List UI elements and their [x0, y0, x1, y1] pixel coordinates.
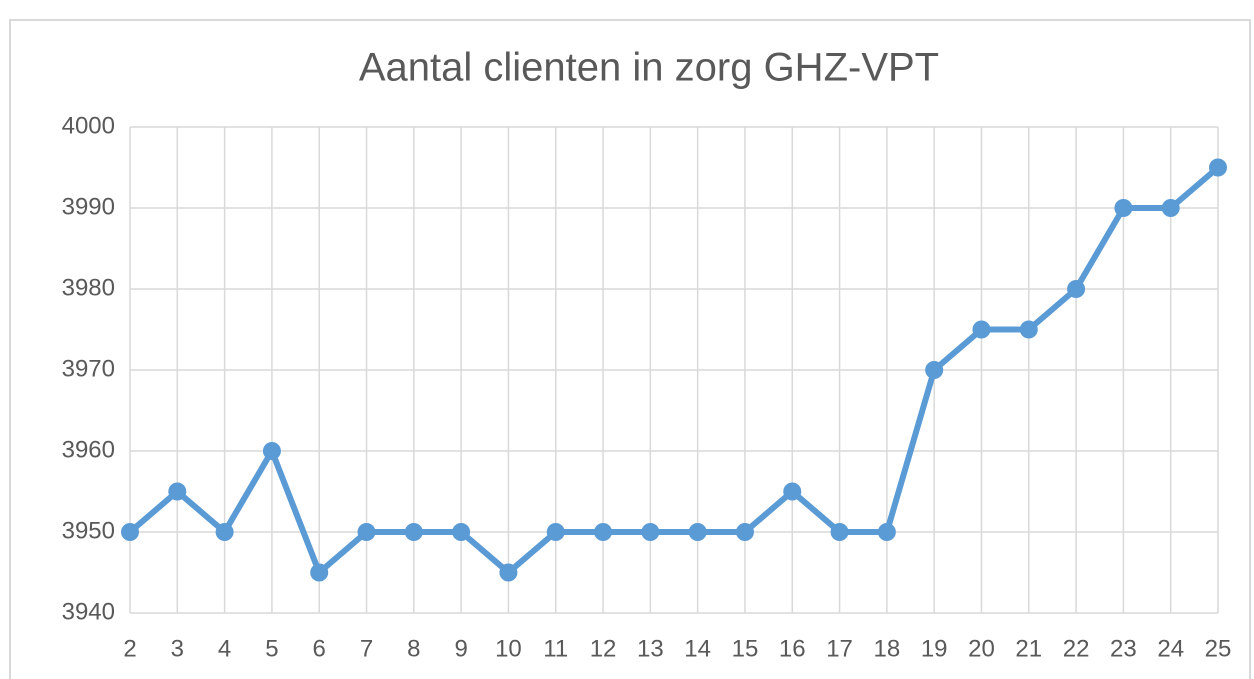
- x-tick-label: 9: [454, 635, 467, 662]
- data-point: [925, 361, 944, 379]
- data-point: [688, 523, 707, 541]
- data-point: [594, 523, 613, 541]
- data-point: [121, 523, 139, 541]
- y-tick-label: 3940: [62, 598, 115, 625]
- x-tick-label: 13: [637, 635, 664, 662]
- chart-title: Aantal clienten in zorg GHZ-VPT: [359, 46, 939, 90]
- x-tick-label: 22: [1063, 635, 1090, 662]
- x-tick-label: 4: [218, 635, 231, 662]
- x-tick-label: 15: [732, 635, 759, 662]
- data-point: [452, 523, 471, 541]
- data-point: [1209, 158, 1227, 177]
- data-point: [1161, 199, 1180, 217]
- x-tick-label: 25: [1205, 635, 1232, 662]
- y-tick-label: 3960: [62, 436, 115, 463]
- data-point: [262, 442, 281, 460]
- x-tick-label: 24: [1157, 635, 1184, 662]
- x-tick-label: 5: [265, 635, 278, 662]
- x-tick-label: 16: [779, 635, 806, 662]
- x-tick-label: 11: [543, 635, 568, 662]
- x-tick-label: 14: [684, 635, 711, 662]
- data-point: [1114, 199, 1133, 217]
- x-tick-label: 2: [123, 635, 136, 662]
- x-tick-label: 23: [1110, 635, 1137, 662]
- data-point: [783, 482, 802, 501]
- y-tick-label: 3970: [62, 355, 115, 382]
- x-tick-label: 10: [495, 635, 522, 662]
- x-tick-label: 18: [874, 635, 901, 662]
- x-tick-label: 21: [1015, 635, 1042, 662]
- data-point: [735, 523, 754, 541]
- data-point: [972, 320, 991, 339]
- x-tick-label: 8: [407, 635, 420, 662]
- data-point: [877, 523, 896, 541]
- x-tick-label: 7: [360, 635, 373, 662]
- data-point: [546, 523, 565, 541]
- x-tick-label: 19: [921, 635, 948, 662]
- data-point: [310, 563, 329, 582]
- chart-frame: [9, 19, 1251, 679]
- y-tick-label: 4000: [62, 112, 115, 139]
- data-point: [1019, 320, 1038, 339]
- y-tick-label: 3980: [62, 274, 115, 301]
- x-tick-label: 3: [171, 635, 184, 662]
- data-point: [499, 563, 518, 582]
- data-point: [1067, 280, 1086, 298]
- data-point: [215, 523, 234, 541]
- x-tick-label: 20: [968, 635, 995, 662]
- y-tick-label: 3950: [62, 517, 115, 544]
- x-tick-label: 6: [313, 635, 326, 662]
- data-point: [168, 482, 187, 501]
- data-point: [404, 523, 423, 541]
- y-tick-label: 3990: [62, 193, 115, 220]
- data-point: [357, 523, 376, 541]
- x-tick-label: 17: [826, 635, 853, 662]
- series-line: [128, 165, 1220, 576]
- data-point: [641, 523, 660, 541]
- data-point: [830, 523, 849, 541]
- x-tick-label: 12: [590, 635, 617, 662]
